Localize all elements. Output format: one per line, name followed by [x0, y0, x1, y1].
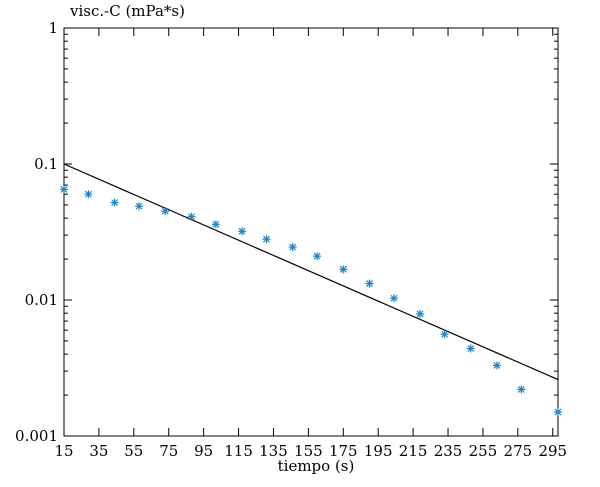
y-tick-label: 0.01: [25, 291, 58, 309]
data-point: [161, 207, 170, 216]
data-point: [84, 190, 93, 199]
x-tick-label: 215: [399, 442, 428, 460]
data-points-series: [60, 185, 562, 417]
x-tick-label: 55: [124, 442, 143, 460]
x-tick-label: 35: [89, 442, 108, 460]
x-axis-title: tiempo (s): [278, 457, 355, 475]
x-tick-label: 275: [504, 442, 533, 460]
data-point: [416, 309, 425, 318]
x-tick-label: 115: [224, 442, 253, 460]
x-tick-label: 195: [364, 442, 393, 460]
data-point: [110, 198, 119, 207]
fit-line-series: [63, 163, 559, 381]
data-point: [440, 330, 449, 339]
y-axis: 1 0.1 0.01 0.001: [15, 19, 558, 445]
data-point: [389, 294, 398, 303]
data-point: [238, 227, 247, 236]
x-tick-label: 255: [469, 442, 498, 460]
data-point: [517, 385, 526, 394]
y-tick-label: 0.001: [15, 427, 58, 445]
y-tick-label: 1: [48, 19, 58, 37]
y-axis-title: visc.-C (mPa*s): [69, 2, 185, 20]
fit-line: [63, 163, 559, 381]
x-tick-label: 175: [329, 442, 358, 460]
x-tick-label: 95: [194, 442, 213, 460]
data-point: [262, 235, 271, 244]
data-point: [466, 344, 475, 353]
data-point: [492, 361, 501, 370]
data-point: [60, 185, 68, 194]
x-tick-label: 235: [434, 442, 463, 460]
data-point: [135, 202, 144, 211]
data-point: [365, 279, 374, 288]
x-axis: 15 35 55 75 95 115 135 155 175 195 215 235 255 275 295: [54, 28, 567, 460]
data-point: [187, 212, 196, 221]
plot-frame: [63, 27, 559, 437]
x-tick-label: 135: [259, 442, 288, 460]
data-point: [313, 252, 322, 261]
data-point: [554, 408, 562, 417]
x-tick-label: 155: [294, 442, 323, 460]
y-tick-label: 0.1: [34, 155, 58, 173]
data-point: [211, 220, 220, 229]
data-point: [339, 265, 348, 274]
x-tick-label: 15: [54, 442, 73, 460]
x-tick-label: 295: [538, 442, 567, 460]
x-tick-label: 75: [159, 442, 178, 460]
data-point: [288, 243, 297, 252]
